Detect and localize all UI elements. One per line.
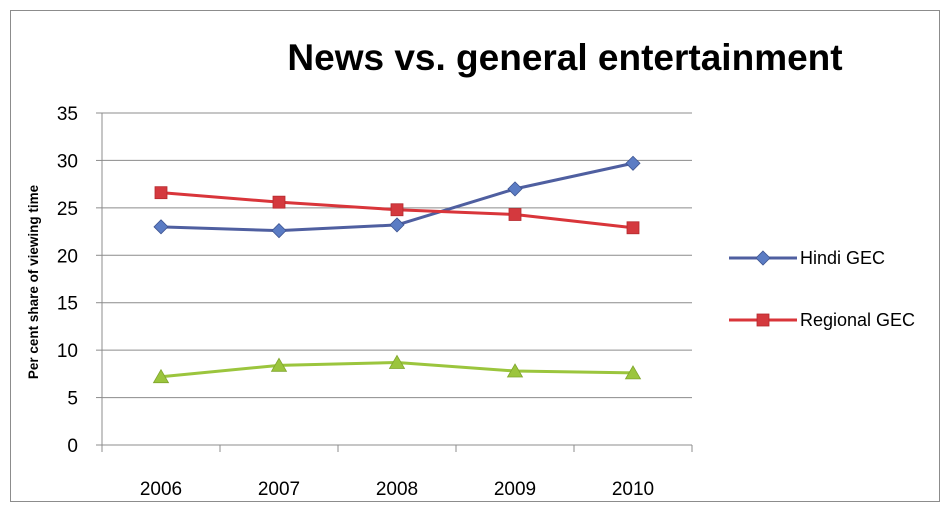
legend: Hindi GEC Regional GEC: [729, 248, 915, 330]
y-tick-label: 25: [57, 199, 78, 220]
data-point: [152, 368, 170, 384]
series-hindi-gec: [153, 155, 641, 239]
y-tick-label: 5: [67, 389, 78, 410]
y-tick-label: 30: [57, 151, 78, 172]
data-point: [388, 354, 406, 369]
series-series-3: [152, 354, 642, 384]
data-point: [507, 181, 523, 197]
series-group: [152, 155, 642, 384]
x-tick-label: 2009: [494, 479, 536, 500]
data-point: [153, 219, 169, 235]
legend-marker: [756, 313, 770, 327]
series-regional-gec: [154, 186, 640, 235]
y-tick-label: 35: [57, 104, 78, 125]
x-tick-label: 2007: [258, 479, 300, 500]
data-point: [506, 363, 524, 378]
legend-entry: Regional GEC: [729, 310, 915, 330]
x-tick-labels: 2006 2007 2008 2009 2010: [140, 479, 654, 500]
x-tick-label: 2010: [612, 479, 654, 500]
data-point: [626, 221, 640, 235]
data-point: [154, 186, 168, 200]
data-point: [271, 223, 287, 239]
x-tick-label: 2008: [376, 479, 418, 500]
y-tick-label: 10: [57, 341, 78, 362]
data-point: [624, 365, 642, 380]
chart-frame: [10, 10, 940, 502]
legend-entry: Hindi GEC: [729, 248, 885, 268]
x-tick-label: 2006: [140, 479, 182, 500]
legend-label: Regional GEC: [800, 310, 915, 330]
y-tick-label: 0: [67, 436, 78, 457]
y-tick-label: 20: [57, 246, 78, 267]
data-point: [390, 203, 404, 217]
y-tick-labels: 0 5 10 15 20 25 30 35: [57, 104, 78, 457]
data-point: [508, 208, 522, 221]
data-point: [272, 195, 286, 209]
legend-label: Hindi GEC: [800, 248, 885, 268]
y-tick-label: 15: [57, 294, 78, 315]
axes: [96, 112, 693, 452]
data-point: [270, 357, 288, 372]
y-axis-label: Per cent share of viewing time: [26, 184, 41, 379]
data-point: [625, 155, 641, 171]
chart-title: News vs. general entertainment: [287, 37, 842, 78]
legend-marker: [755, 250, 771, 266]
data-point: [389, 217, 405, 233]
